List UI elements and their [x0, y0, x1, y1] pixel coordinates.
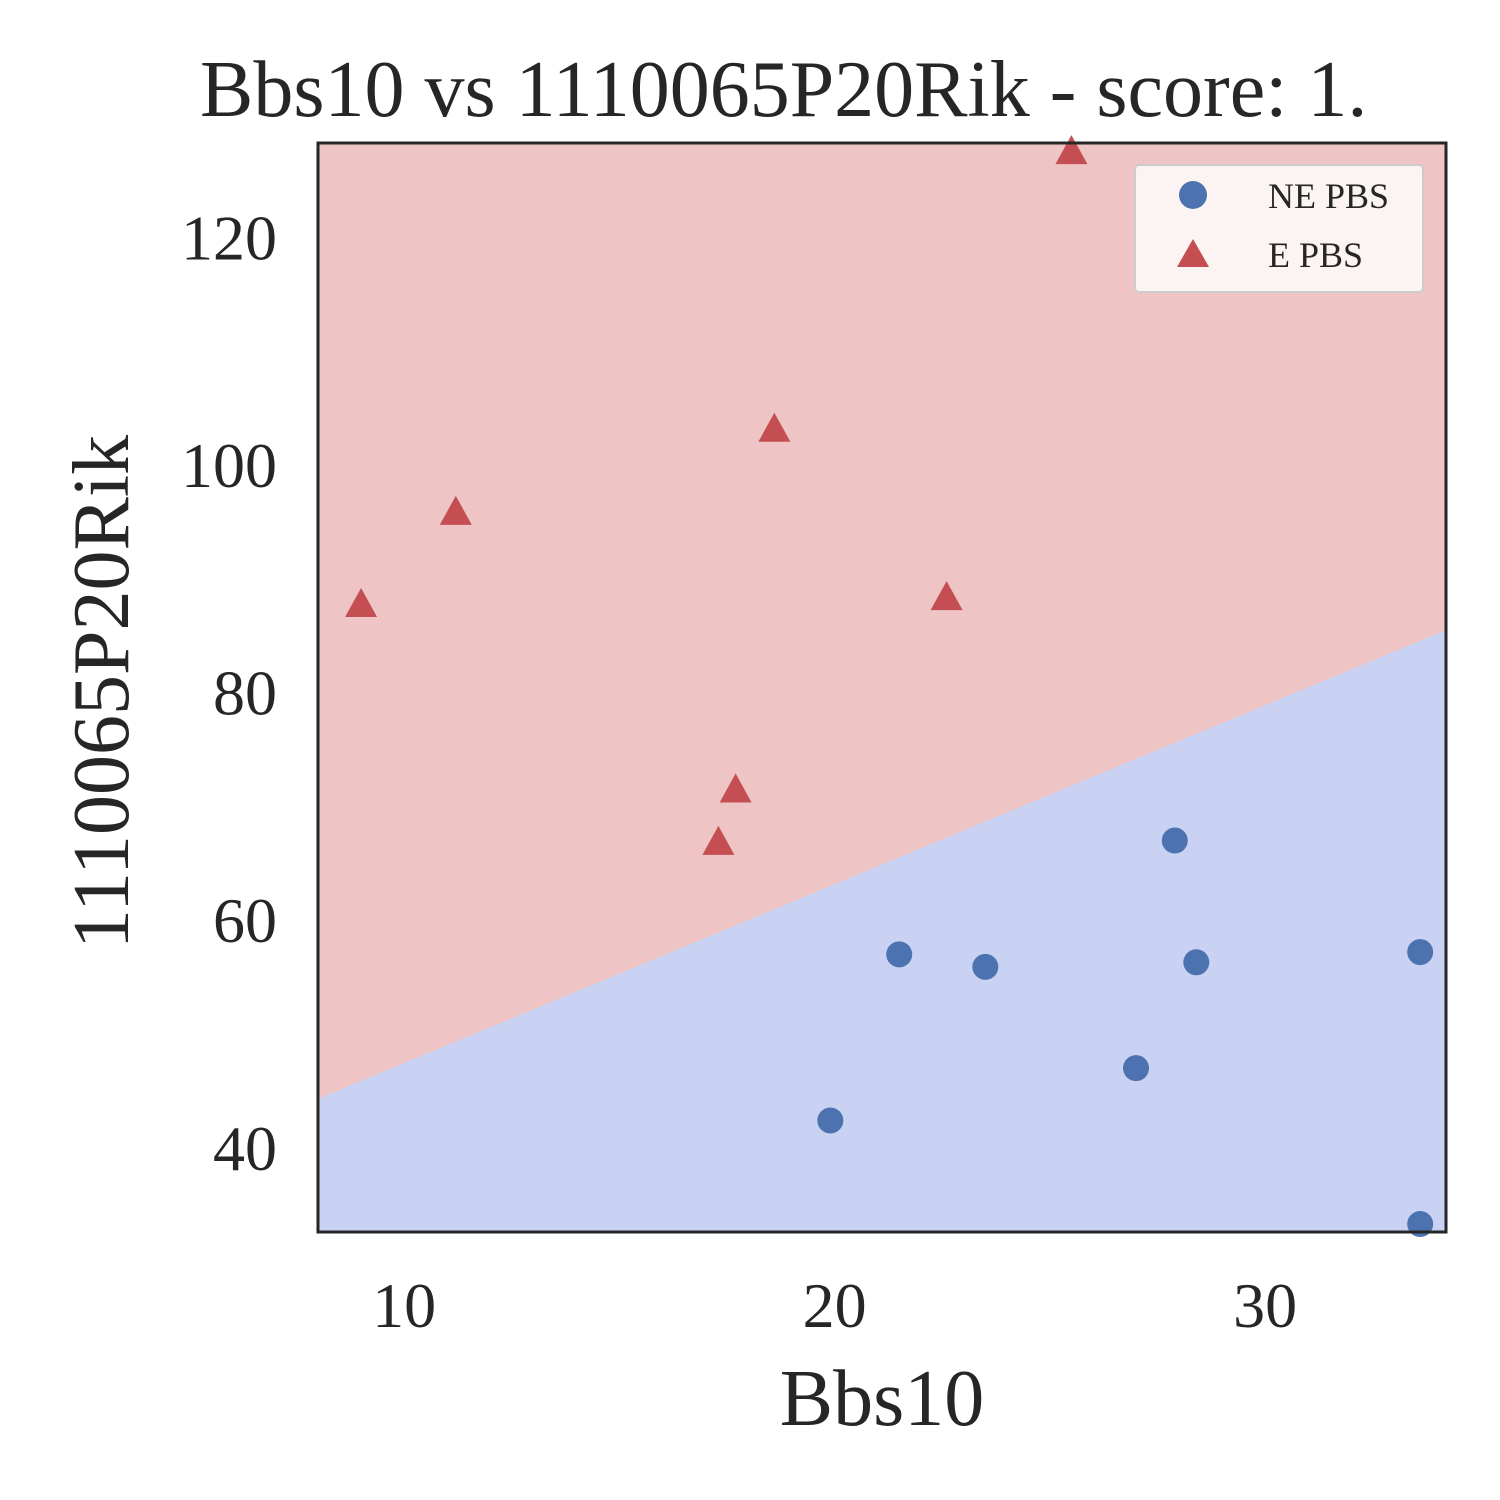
point-e-pbs-5 [930, 581, 963, 611]
legend-label-ne-pbs: NE PBS [1268, 176, 1389, 216]
x-tick-label-10: 10 [372, 1270, 436, 1341]
point-ne-pbs-6 [1407, 939, 1434, 966]
y-tick-label-80: 80 [213, 658, 277, 729]
x-axis-ticks: 10 20 30 [372, 1270, 1297, 1341]
legend-marker-e-pbs [1177, 239, 1209, 267]
y-axis-ticks: 40 60 80 100 120 [181, 202, 277, 1183]
legend: NE PBS E PBS [1134, 164, 1424, 293]
legend-box [1134, 164, 1424, 293]
x-tick-label-30: 30 [1233, 1270, 1297, 1341]
point-e-pbs-1 [439, 495, 472, 525]
plot-frame [316, 141, 1448, 1234]
y-tick-label-60: 60 [213, 885, 277, 956]
legend-label-e-pbs: E PBS [1268, 235, 1363, 275]
point-ne-pbs-3 [1123, 1055, 1150, 1082]
y-axis-label: 1110065P20Rik [58, 435, 146, 949]
point-e-pbs-6 [1055, 135, 1088, 165]
point-ne-pbs-5 [1183, 949, 1210, 976]
decision-regions [318, 630, 1446, 1232]
point-e-pbs-3 [719, 773, 752, 803]
point-ne-pbs-0 [817, 1107, 844, 1134]
y-tick-label-40: 40 [213, 1113, 277, 1184]
legend-marker-ne-pbs [1179, 181, 1207, 209]
region-ne-pbs [318, 630, 1446, 1232]
point-e-pbs-2 [702, 825, 735, 855]
chart-title: Bbs10 vs 1110065P20Rik - score: 1. [200, 46, 1367, 134]
x-tick-label-20: 20 [803, 1270, 867, 1341]
x-axis-label: Bbs10 [780, 1355, 985, 1443]
y-tick-label-120: 120 [181, 202, 277, 273]
point-ne-pbs-4 [1161, 827, 1188, 854]
point-ne-pbs-1 [886, 941, 913, 968]
y-tick-label-100: 100 [181, 430, 277, 501]
point-ne-pbs-2 [972, 953, 999, 980]
point-e-pbs-4 [758, 412, 791, 442]
point-e-pbs-0 [345, 588, 378, 617]
